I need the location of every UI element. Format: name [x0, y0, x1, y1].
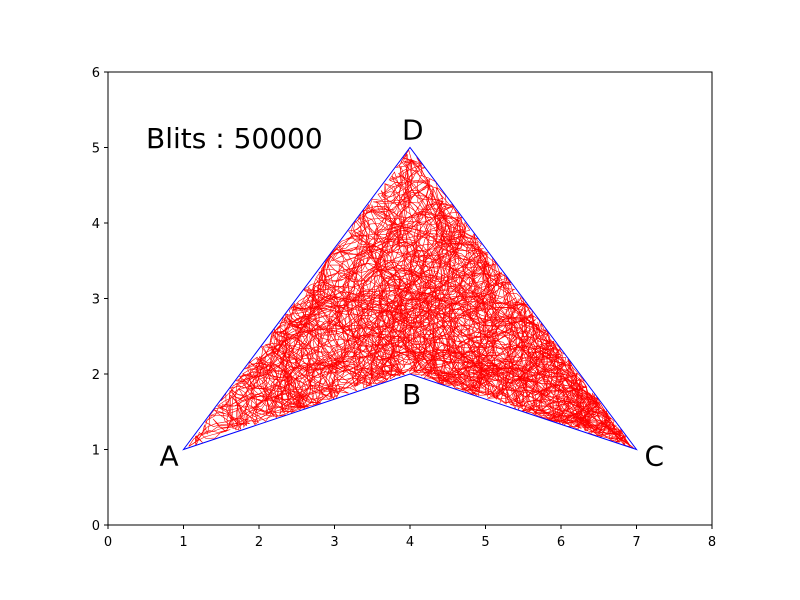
walk-path: [275, 157, 631, 447]
vertex-labels: A B C D: [160, 114, 665, 473]
x-tick-label: 6: [557, 535, 565, 550]
x-tick-label: 2: [255, 535, 263, 550]
x-tick-label: 0: [104, 535, 112, 550]
random-walk-fill: [188, 149, 634, 448]
x-tick-label: 8: [708, 535, 716, 550]
x-tick-label: 7: [632, 535, 640, 550]
x-tick-label: 4: [406, 535, 414, 550]
y-tick-label: 4: [92, 217, 100, 232]
x-axis: 0 1 2 3 4 5 6 7 8: [104, 525, 716, 550]
walk-path: [195, 183, 595, 447]
y-tick-label: 5: [92, 142, 100, 157]
walk-path: [188, 183, 623, 447]
vertex-label-c: C: [645, 440, 665, 473]
walk-path: [257, 171, 601, 425]
x-tick-label: 1: [179, 535, 187, 550]
x-tick-label: 3: [330, 535, 338, 550]
y-tick-label: 6: [92, 66, 100, 81]
y-tick-label: 1: [92, 444, 100, 459]
vertex-label-a: A: [160, 440, 179, 473]
y-tick-label: 2: [92, 368, 100, 383]
x-tick-label: 5: [481, 535, 489, 550]
vertex-label-b: B: [402, 378, 421, 411]
y-tick-label: 0: [92, 519, 100, 534]
vertex-label-d: D: [402, 114, 424, 147]
quadrilateral-boundary: [182, 146, 638, 451]
y-tick-label: 3: [92, 293, 100, 308]
y-axis: 0 1 2 3 4 5 6: [92, 66, 108, 534]
blits-annotation: Blits : 50000: [146, 122, 323, 155]
walk-path: [229, 153, 573, 414]
walk-path: [251, 158, 630, 444]
